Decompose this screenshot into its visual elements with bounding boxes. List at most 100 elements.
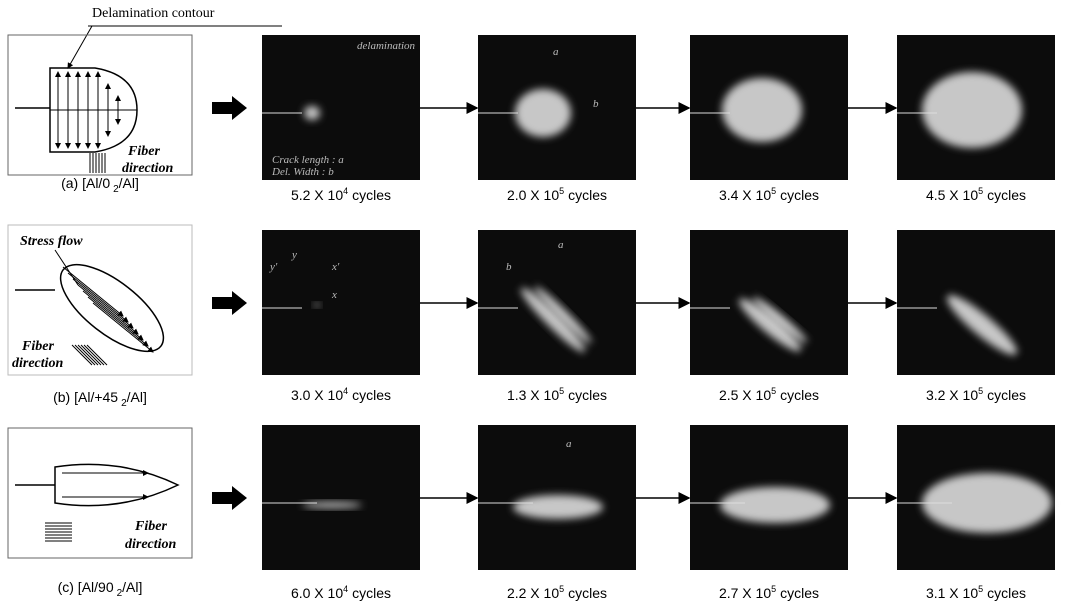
fiber-hatch [72,345,92,365]
caption-exponent: 5 [559,386,564,396]
caption-base: 6.0 X 10 [291,585,343,601]
micrograph: a [478,425,636,570]
page: Delamination contour Fiberdirection(a) [… [0,0,1065,610]
cycle-caption: 3.0 X 104 cycles [291,386,391,403]
label-text: /Al] [119,175,139,191]
caption-base: 3.4 X 10 [719,187,771,203]
caption-exponent: 5 [771,386,776,396]
image-annotation: y [291,249,297,261]
micrograph: ab [478,35,636,180]
cycle-caption: 6.0 X 104 cycles [291,584,391,601]
caption-unit: cycles [568,585,607,601]
image-annotation: b [506,261,512,273]
caption-exponent: 5 [978,584,983,594]
fiber-label: direction [125,537,177,552]
image-annotation: a [558,239,564,251]
fiber-hatch [78,345,98,365]
caption-unit: cycles [352,387,391,403]
caption-exponent: 4 [343,186,348,196]
label-text: /Al] [122,579,142,595]
schematic-frame [8,35,192,175]
image-annotation: x [331,289,337,301]
micrograph [690,230,848,375]
fiber-hatch [87,345,107,365]
cycle-caption: 2.0 X 105 cycles [507,186,607,203]
caption-unit: cycles [568,187,607,203]
caption-base: 4.5 X 10 [926,187,978,203]
cycle-caption: 3.1 X 105 cycles [926,584,1026,601]
caption-exponent: 5 [559,584,564,594]
micrograph [897,230,1055,375]
image-annotation: delamination [357,40,416,52]
image-annotation: a [566,438,572,450]
caption-unit: cycles [352,585,391,601]
caption-exponent: 5 [771,584,776,594]
image-annotation: Del. Width : b [271,166,334,178]
caption-unit: cycles [780,585,819,601]
micrograph: ab [478,230,636,375]
caption-unit: cycles [780,387,819,403]
fiber-label: Fiber [127,144,160,159]
caption-exponent: 5 [978,386,983,396]
caption-exponent: 4 [343,584,348,594]
fiber-label: direction [12,356,64,371]
stress-arrow [78,285,138,334]
damage-region [922,72,1022,148]
caption-base: 2.7 X 10 [719,585,771,601]
fiber-label: direction [122,161,174,176]
label-text: (c) [Al/90 [58,579,114,595]
micrograph [690,35,848,180]
stress-leader [55,250,78,285]
caption-unit: cycles [987,585,1026,601]
image-annotation: b [593,98,599,110]
caption-base: 5.2 X 10 [291,187,343,203]
callout-leader [68,26,92,68]
caption-base: 3.1 X 10 [926,585,978,601]
delamination-shape [55,464,178,505]
cycle-caption: 2.5 X 105 cycles [719,386,819,403]
fiber-hatch [84,345,104,365]
image-background [897,230,1055,375]
caption-base: 3.2 X 10 [926,387,978,403]
damage-region [722,78,802,142]
caption-exponent: 4 [343,386,348,396]
damage-region [314,303,320,307]
micrograph [690,425,848,570]
damage-region [515,89,571,137]
caption-unit: cycles [352,187,391,203]
fiber-hatch [75,345,95,365]
image-background [690,230,848,375]
caption-base: 2.5 X 10 [719,387,771,403]
caption-base: 3.0 X 10 [291,387,343,403]
caption-base: 2.0 X 10 [507,187,559,203]
big-arrow [212,486,247,510]
image-background [262,425,420,570]
caption-exponent: 5 [771,186,776,196]
label-text: (b) [Al/+45 [53,389,118,405]
caption-exponent: 5 [978,186,983,196]
stress-arrow [83,291,143,340]
figure: Delamination contour Fiberdirection(a) [… [0,0,1065,610]
micrograph [897,35,1055,180]
caption-base: 1.3 X 10 [507,387,559,403]
stress-arrow [63,267,123,316]
label-text: (a) [Al/0 [61,175,110,191]
stress-label: Stress flow [20,234,83,249]
damage-region [720,487,830,523]
image-annotation: a [553,46,559,58]
damage-region [304,106,320,120]
caption-exponent: 5 [559,186,564,196]
cycle-caption: 2.7 X 105 cycles [719,584,819,601]
cycle-caption: 5.2 X 104 cycles [291,186,391,203]
fiber-label: Fiber [21,339,54,354]
fiber-label: Fiber [134,519,167,534]
fiber-hatch [81,345,101,365]
micrograph: y'yx'x [262,230,420,375]
